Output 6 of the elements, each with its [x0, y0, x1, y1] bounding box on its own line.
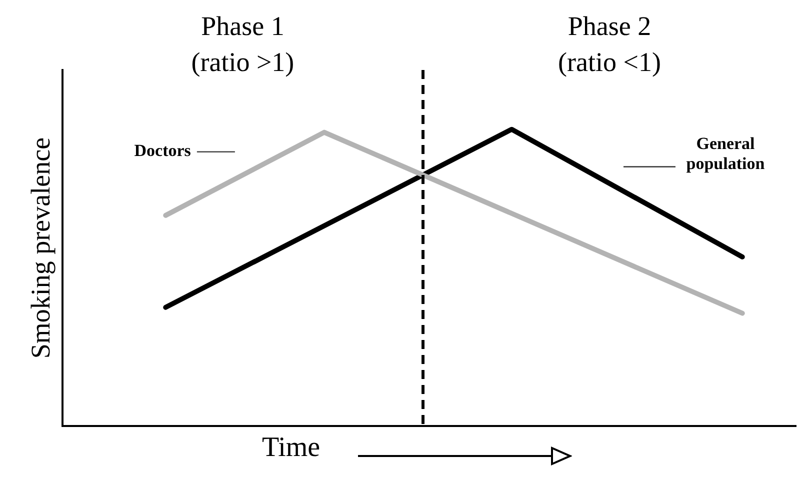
- text: Doctors: [134, 141, 192, 160]
- x-axis-title: Time: [262, 432, 320, 464]
- text: Phase 2 (ratio <1): [558, 11, 661, 78]
- text: General population: [686, 134, 766, 174]
- y-axis-title: Smoking prevalence: [25, 137, 56, 359]
- text: Phase 1 (ratio >1): [191, 11, 294, 78]
